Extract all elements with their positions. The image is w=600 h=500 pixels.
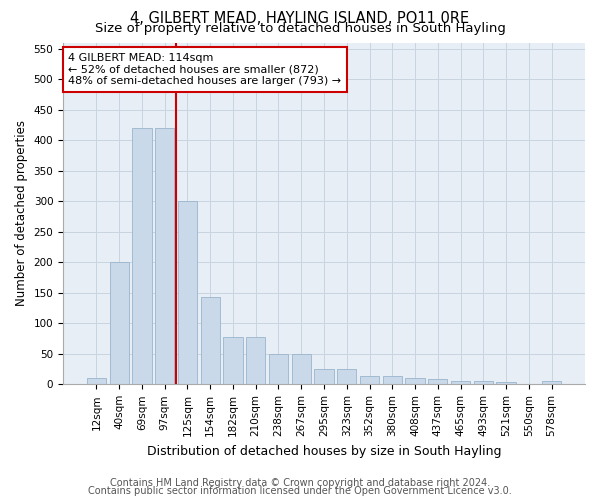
Bar [223, 336, 242, 384]
Bar [314, 369, 334, 384]
Text: 4 GILBERT MEAD: 114sqm
← 52% of detached houses are smaller (872)
48% of semi-de: 4 GILBERT MEAD: 114sqm ← 52% of detached… [68, 53, 341, 86]
Bar [178, 201, 197, 384]
Y-axis label: Number of detached properties: Number of detached properties [15, 120, 28, 306]
Bar [155, 128, 175, 384]
Text: Size of property relative to detached houses in South Hayling: Size of property relative to detached ho… [95, 22, 505, 35]
Bar [110, 262, 129, 384]
X-axis label: Distribution of detached houses by size in South Hayling: Distribution of detached houses by size … [147, 444, 501, 458]
Bar [428, 380, 448, 384]
Text: Contains HM Land Registry data © Crown copyright and database right 2024.: Contains HM Land Registry data © Crown c… [110, 478, 490, 488]
Bar [132, 128, 152, 384]
Bar [406, 378, 425, 384]
Bar [542, 382, 561, 384]
Bar [496, 382, 516, 384]
Bar [473, 382, 493, 384]
Text: Contains public sector information licensed under the Open Government Licence v3: Contains public sector information licen… [88, 486, 512, 496]
Text: 4, GILBERT MEAD, HAYLING ISLAND, PO11 0RE: 4, GILBERT MEAD, HAYLING ISLAND, PO11 0R… [130, 11, 470, 26]
Bar [360, 376, 379, 384]
Bar [337, 369, 356, 384]
Bar [269, 354, 288, 384]
Bar [200, 297, 220, 384]
Bar [383, 376, 402, 384]
Bar [292, 354, 311, 384]
Bar [87, 378, 106, 384]
Bar [451, 382, 470, 384]
Bar [246, 336, 265, 384]
